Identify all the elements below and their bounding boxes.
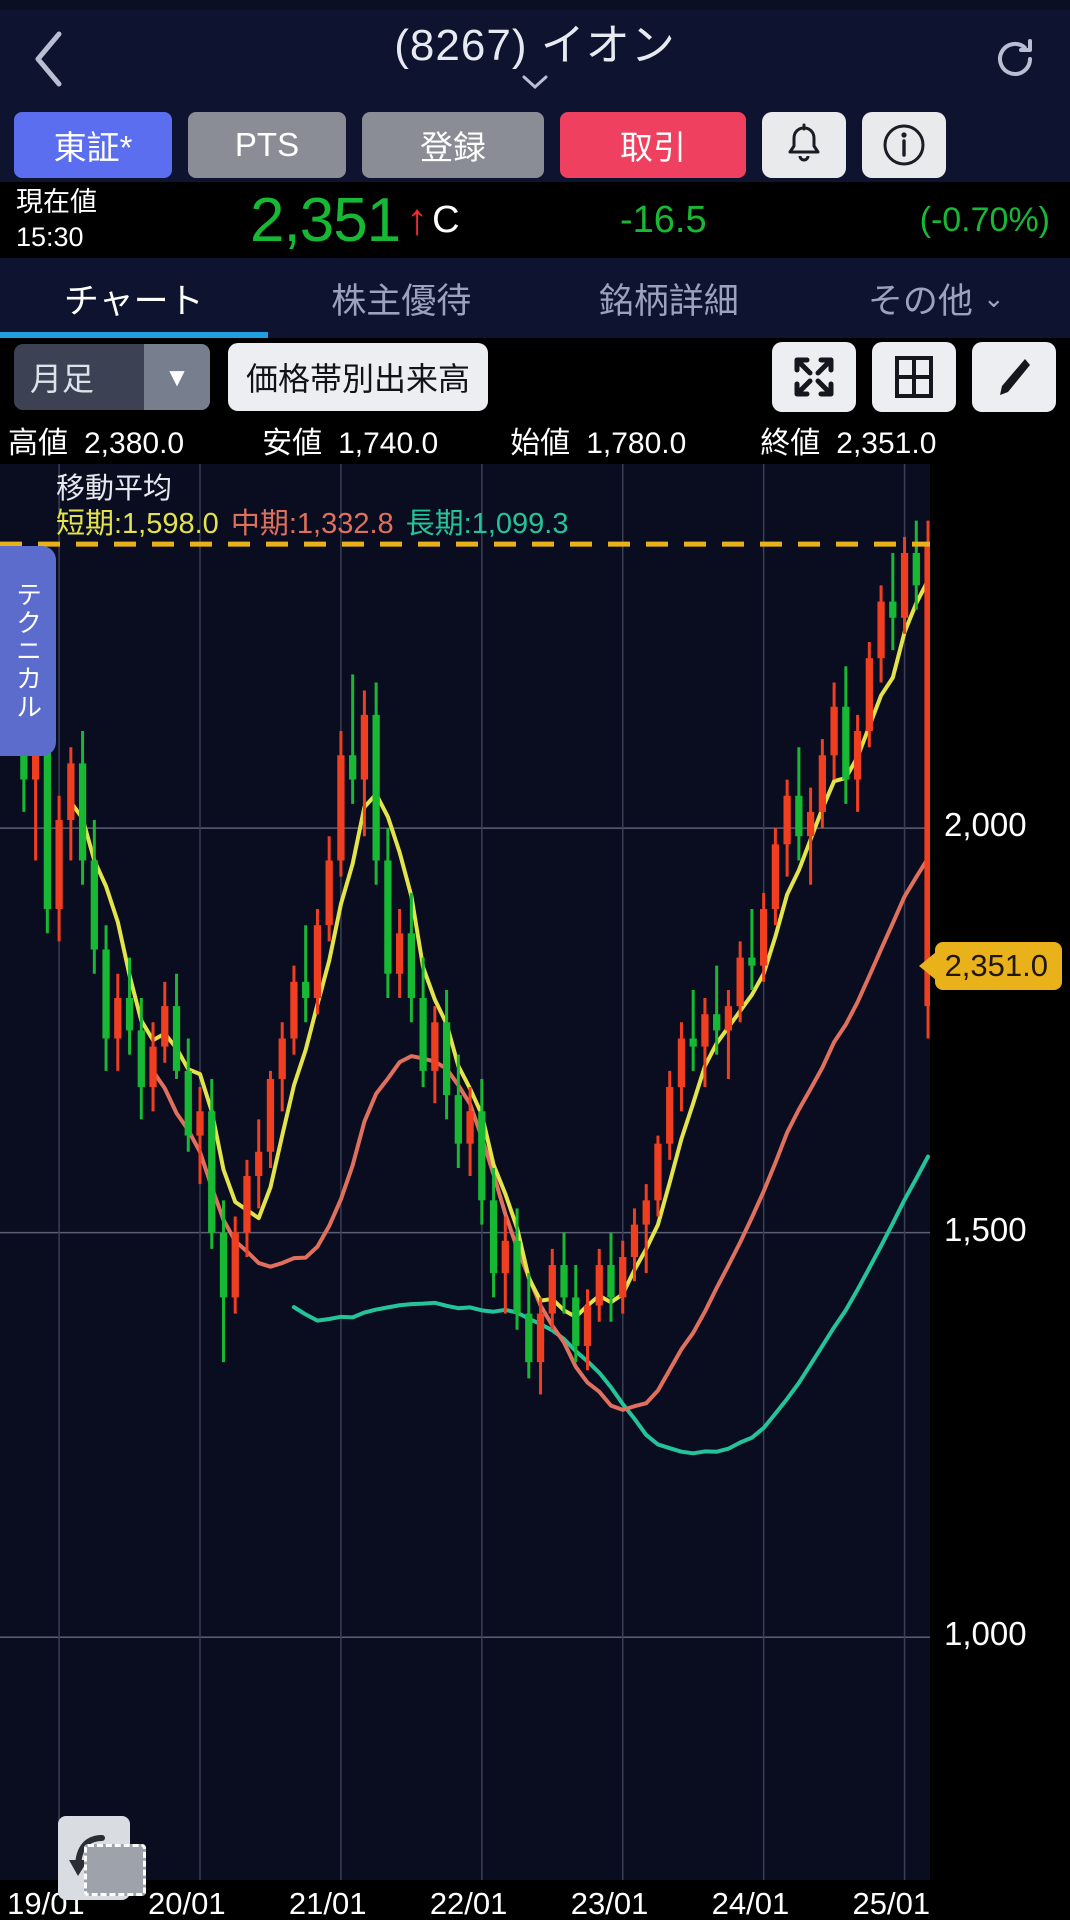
date-axis-label: 21/01 [288, 1886, 367, 1920]
ohlc-row: 高値 2,380.0 安値 1,740.0 始値 1,780.0 終値 2,35… [0, 416, 1070, 464]
ohlc-low-value: 1,740.0 [338, 427, 439, 460]
current-price-marker: 2,351.0 [934, 942, 1062, 990]
ohlc-close: 終値 2,351.0 [760, 418, 936, 462]
tab-stock-details-label: 銘柄詳細 [598, 281, 739, 321]
tab-chart-label: チャート [63, 281, 204, 321]
fab-dashed-box [84, 1844, 146, 1896]
ohlc-high-label: 高値 [8, 427, 68, 460]
chart-area[interactable]: 移動平均 短期:1,598.0 中期:1,332.8 長期:1,099.3 テク… [0, 464, 1070, 1920]
ohlc-low: 安値 1,740.0 [262, 418, 438, 462]
technical-indicator-tab[interactable]: テクニカル [0, 546, 56, 756]
chevron-down-icon: ▼ [144, 344, 210, 410]
ma-long-value: 長期:1,099.3 [405, 508, 569, 541]
candlestick-svg [0, 464, 930, 1880]
price-timestamp: 15:30 [16, 222, 84, 252]
status-bar [0, 0, 1070, 10]
pts-button[interactable]: PTS [188, 112, 346, 178]
chart-tool-icons [772, 342, 1056, 412]
price-axis-label: 2,000 [944, 806, 1027, 844]
moving-average-title: 移動平均 [56, 473, 173, 505]
chevron-down-icon: ⌄ [982, 282, 1005, 313]
price-label-text: 現在値 [16, 187, 97, 218]
price-axis: 1,000 1,500 2,000 [938, 464, 1070, 1880]
current-price-row: 現在値 15:30 2,351 ↑ C -16.5 (-0.70%) [0, 182, 1070, 258]
tab-chart[interactable]: チャート [0, 258, 268, 338]
date-axis-label: 22/01 [429, 1886, 508, 1920]
volume-by-price-button[interactable]: 価格帯別出来高 [228, 343, 489, 411]
trade-button[interactable]: 取引 [560, 112, 746, 178]
ma-mid-value: 中期:1,332.8 [230, 508, 394, 541]
price-change-percent: (-0.70%) [919, 200, 1050, 239]
date-axis-label: 24/01 [711, 1886, 790, 1920]
price-axis-label: 1,000 [944, 1615, 1027, 1653]
ohlc-open-value: 1,780.0 [586, 427, 687, 460]
date-axis-label: 20/01 [148, 1886, 226, 1920]
tab-bar: チャート 株主優待 銘柄詳細 その他 ⌄ [0, 258, 1070, 338]
period-select-value: 月足 [30, 361, 95, 397]
expand-icon[interactable] [772, 342, 856, 412]
tab-others[interactable]: その他 ⌄ [803, 258, 1070, 338]
register-button[interactable]: 登録 [362, 112, 544, 178]
tab-others-label: その他 [867, 281, 973, 321]
chevron-left-icon[interactable] [20, 28, 76, 90]
navigation-bar: (8267) イオン [0, 10, 1070, 108]
price-change: -16.5 [620, 198, 707, 241]
ohlc-high: 高値 2,380.0 [8, 418, 184, 462]
ohlc-low-label: 安値 [262, 427, 323, 460]
price-value: 2,351 [250, 185, 401, 255]
page-title: (8267) イオン [394, 20, 676, 70]
date-axis-label: 25/01 [852, 1886, 931, 1920]
tab-shareholder-benefits-label: 株主優待 [331, 281, 472, 321]
ohlc-close-value: 2,351.0 [836, 427, 937, 460]
price-flag: C [432, 198, 460, 241]
action-button-row: 東証* PTS 登録 取引 [0, 108, 1070, 182]
date-axis-label: 23/01 [570, 1886, 649, 1920]
chart-plot[interactable] [0, 464, 930, 1880]
chart-toolbar: 月足 ▼ 価格帯別出来高 [0, 338, 1070, 416]
chevron-down-icon [520, 74, 550, 95]
info-icon[interactable] [862, 112, 946, 178]
technical-indicator-label: テクニカル [12, 581, 43, 721]
bell-icon[interactable] [762, 112, 846, 178]
current-price-label: 現在値 15:30 [16, 185, 186, 254]
tab-stock-details[interactable]: 銘柄詳細 [535, 258, 803, 338]
moving-average-legend: 移動平均 短期:1,598.0 中期:1,332.8 長期:1,099.3 [56, 472, 568, 543]
undo-arrow-icon[interactable] [58, 1816, 146, 1900]
period-select[interactable]: 月足 ▼ [14, 344, 210, 410]
price-axis-label: 1,500 [944, 1210, 1027, 1248]
grid-icon[interactable] [872, 342, 956, 412]
pencil-icon[interactable] [972, 342, 1056, 412]
ohlc-open-label: 始値 [510, 427, 571, 460]
ohlc-close-label: 終値 [760, 427, 821, 460]
ohlc-open: 始値 1,780.0 [510, 418, 686, 462]
date-axis: 19/01 20/01 21/01 22/01 23/01 24/01 25/01 [0, 1880, 1070, 1920]
page-title-group[interactable]: (8267) イオン [394, 20, 676, 95]
ohlc-high-value: 2,380.0 [84, 427, 185, 460]
refresh-icon[interactable] [986, 30, 1044, 88]
ma-short-value: 短期:1,598.0 [56, 508, 219, 541]
price-main-group: 2,351 ↑ C [250, 185, 460, 256]
tab-shareholder-benefits[interactable]: 株主優待 [268, 258, 536, 338]
exchange-button[interactable]: 東証* [14, 112, 172, 178]
up-arrow-icon: ↑ [406, 195, 429, 244]
